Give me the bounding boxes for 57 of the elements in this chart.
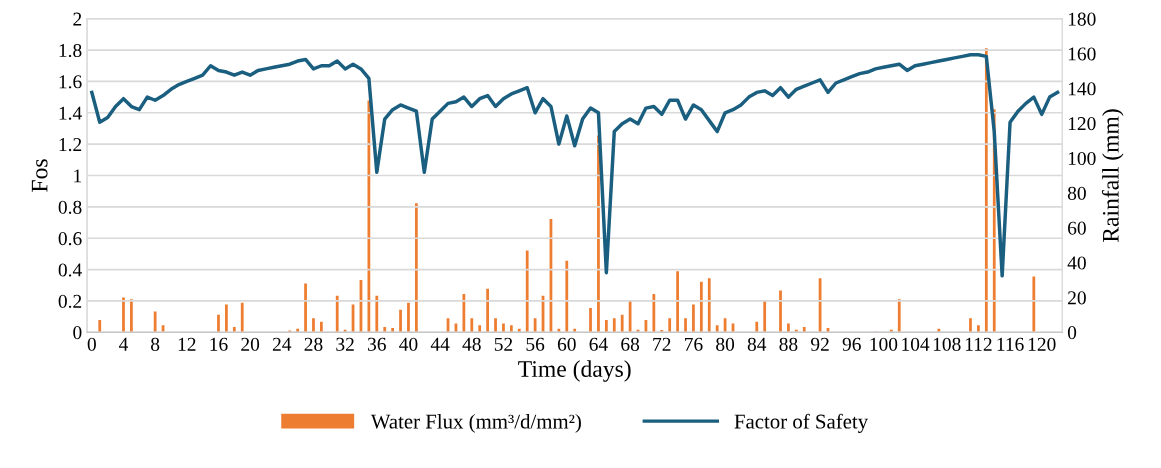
y2-tick-label: 140 <box>1068 82 1096 96</box>
x-tick-label: 44 <box>430 337 450 351</box>
y2-tick-label: 80 <box>1067 186 1086 200</box>
x-tick-label: 116 <box>997 337 1024 351</box>
x-tick-label: 68 <box>621 337 640 351</box>
x-tick-label: 72 <box>653 337 671 351</box>
x-tick-label: 80 <box>716 337 735 351</box>
x-tick-label: 28 <box>304 337 323 351</box>
legend-label: Factor of Safety <box>734 413 869 433</box>
x-tick-label: 0 <box>87 337 96 351</box>
y-tick-label: 1 <box>74 169 82 183</box>
x-tick-label: 64 <box>589 337 608 351</box>
y-tick-label: 0.6 <box>58 232 82 246</box>
y2-axis-title: Rainfall (mm) <box>1101 109 1124 243</box>
x-tick-label: 12 <box>178 337 196 351</box>
y2-tick-label: 60 <box>1068 221 1086 235</box>
y2-tick-label: 20 <box>1068 291 1086 305</box>
x-tick-label: 36 <box>368 337 386 351</box>
y-tick-label: 2 <box>73 12 82 26</box>
x-tick-label: 20 <box>241 337 260 351</box>
x-tick-label: 60 <box>557 337 576 351</box>
y-tick-label: 0 <box>73 326 82 340</box>
x-tick-label: 48 <box>462 337 481 351</box>
x-tick-label: 104 <box>902 337 930 351</box>
y2-tick-label: 100 <box>1068 151 1096 166</box>
y2-tick-label: 0 <box>1067 326 1077 340</box>
y2-tick-label: 40 <box>1067 256 1086 270</box>
y-tick-label: 1.4 <box>59 106 82 120</box>
x-tick-label: 96 <box>842 337 861 351</box>
y-tick-label: 0.4 <box>58 263 82 277</box>
x-tick-label: 16 <box>210 337 228 351</box>
x-tick-label: 56 <box>526 337 545 351</box>
x-tick-label: 120 <box>1028 337 1056 351</box>
x-axis-title: Time (days) <box>518 360 631 382</box>
x-tick-label: 8 <box>151 337 160 351</box>
x-tick-label: 92 <box>810 337 829 351</box>
y-tick-label: 0.2 <box>58 294 82 308</box>
y-tick-label: 0.8 <box>58 200 82 214</box>
x-tick-label: 4 <box>119 337 129 351</box>
y2-tick-label: 120 <box>1068 117 1096 131</box>
y-tick-label: 1.8 <box>59 43 82 58</box>
x-tick-label: 84 <box>747 337 767 351</box>
legend-label: Water Flux (mm³/d/mm²) <box>370 413 581 433</box>
x-tick-label: 24 <box>272 337 292 351</box>
x-tick-label: 40 <box>399 337 418 351</box>
x-tick-label: 76 <box>684 337 703 351</box>
y-axis-title: Fos <box>31 159 48 192</box>
x-tick-label: 100 <box>870 337 898 351</box>
y2-tick-label: 160 <box>1068 47 1096 61</box>
y-tick-label: 1.6 <box>59 75 82 89</box>
x-tick-label: 52 <box>494 337 513 351</box>
y2-tick-label: 180 <box>1068 12 1096 26</box>
x-tick-label: 88 <box>779 337 798 351</box>
x-tick-label: 108 <box>933 337 961 351</box>
y-tick-label: 1.2 <box>59 138 82 152</box>
x-tick-label: 32 <box>336 337 354 351</box>
x-tick-label: 112 <box>965 337 992 351</box>
